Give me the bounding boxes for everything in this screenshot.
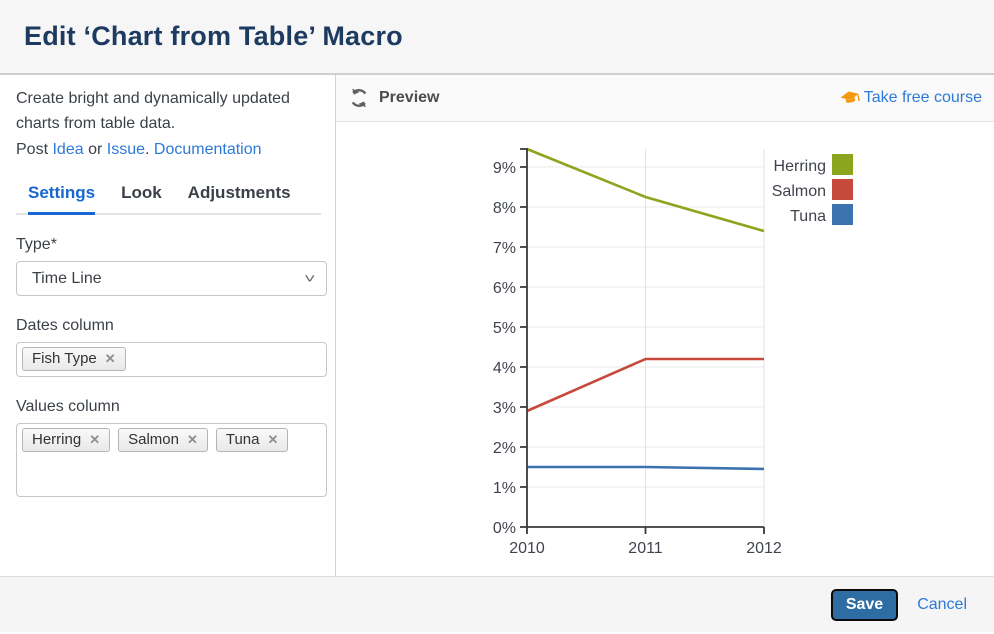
or-text: or bbox=[88, 141, 103, 158]
dates-column-input[interactable]: Fish Type ✕ bbox=[16, 342, 327, 377]
macro-description: Create bright and dynamically updated ch… bbox=[16, 90, 290, 132]
svg-text:2010: 2010 bbox=[509, 540, 545, 557]
save-button[interactable]: Save bbox=[830, 588, 899, 621]
tag-salmon: Salmon ✕ bbox=[118, 428, 208, 452]
chevron-down-icon: ˅ bbox=[304, 271, 316, 286]
dialog-footer: Save Cancel bbox=[0, 576, 994, 632]
cancel-button[interactable]: Cancel bbox=[917, 595, 967, 613]
svg-text:9%: 9% bbox=[493, 160, 516, 177]
remove-tag-icon[interactable]: ✕ bbox=[186, 431, 198, 447]
period-text: . bbox=[145, 141, 150, 158]
dates-column-label: Dates column bbox=[16, 317, 114, 334]
svg-text:3%: 3% bbox=[493, 400, 516, 417]
svg-text:7%: 7% bbox=[493, 240, 516, 257]
svg-text:0%: 0% bbox=[493, 520, 516, 537]
tag-label: Salmon bbox=[128, 431, 179, 448]
remove-tag-icon[interactable]: ✕ bbox=[89, 431, 101, 447]
graduation-cap-icon bbox=[840, 91, 860, 103]
tag-label: Herring bbox=[32, 431, 82, 448]
tab-settings[interactable]: Settings bbox=[28, 183, 96, 215]
svg-text:Herring: Herring bbox=[774, 158, 826, 175]
preview-header: Preview Take free course bbox=[336, 75, 994, 122]
post-prefix: Post bbox=[16, 141, 49, 158]
svg-text:8%: 8% bbox=[493, 200, 516, 217]
svg-text:1%: 1% bbox=[493, 480, 516, 497]
dialog-body: Create bright and dynamically updated ch… bbox=[0, 75, 994, 576]
documentation-link[interactable]: Documentation bbox=[153, 141, 262, 158]
preview-title: Preview bbox=[379, 89, 440, 106]
remove-tag-icon[interactable]: ✕ bbox=[104, 350, 116, 366]
tag-herring: Herring ✕ bbox=[22, 428, 111, 452]
type-select-value: Time Line bbox=[32, 269, 102, 287]
svg-text:2012: 2012 bbox=[746, 540, 782, 557]
tag-tuna: Tuna ✕ bbox=[215, 428, 289, 452]
type-label: Type* bbox=[16, 236, 57, 253]
settings-panel: Create bright and dynamically updated ch… bbox=[0, 75, 336, 576]
svg-text:4%: 4% bbox=[493, 360, 516, 377]
tag-label: Tuna bbox=[225, 431, 260, 448]
dialog-header: Edit ‘Chart from Table’ Macro bbox=[0, 0, 994, 75]
svg-text:2011: 2011 bbox=[628, 540, 663, 557]
preview-chart: 0% 1% 2% 3% 4% 5% 6% 7% 8% 9% 2010 2011 2012 Herring S… bbox=[493, 147, 853, 557]
svg-text:Tuna: Tuna bbox=[790, 208, 826, 225]
tab-look[interactable]: Look bbox=[121, 183, 162, 202]
preview-panel: Preview Take free course 0% 1% 2% 3% 4% 5% 6% 7… bbox=[336, 75, 994, 576]
tab-adjustments[interactable]: Adjustments bbox=[187, 183, 291, 202]
svg-text:5%: 5% bbox=[493, 320, 516, 337]
svg-text:2%: 2% bbox=[493, 440, 516, 457]
take-free-course-link[interactable]: Take free course bbox=[863, 89, 982, 106]
values-column-label: Values column bbox=[16, 398, 120, 415]
preview-body: 0% 1% 2% 3% 4% 5% 6% 7% 8% 9% 2010 2011 2012 Herring S… bbox=[336, 122, 994, 576]
refresh-icon[interactable] bbox=[348, 87, 370, 109]
type-select[interactable]: Time Line ˅ bbox=[16, 261, 327, 296]
svg-text:6%: 6% bbox=[493, 280, 516, 297]
values-column-input[interactable]: Herring ✕ Salmon ✕ Tuna ✕ bbox=[16, 423, 327, 497]
tag-label: Fish Type bbox=[32, 350, 97, 367]
tab-bar: Settings Look Adjustments bbox=[16, 183, 321, 215]
idea-link[interactable]: Idea bbox=[52, 141, 84, 158]
post-links-line: Post Idea or Issue. Documentation bbox=[16, 137, 319, 162]
issue-link[interactable]: Issue bbox=[106, 141, 145, 158]
remove-tag-icon[interactable]: ✕ bbox=[267, 431, 279, 447]
svg-text:Salmon: Salmon bbox=[772, 183, 826, 200]
dialog-title: Edit ‘Chart from Table’ Macro bbox=[24, 21, 403, 51]
tag-fish-type: Fish Type ✕ bbox=[22, 347, 126, 371]
